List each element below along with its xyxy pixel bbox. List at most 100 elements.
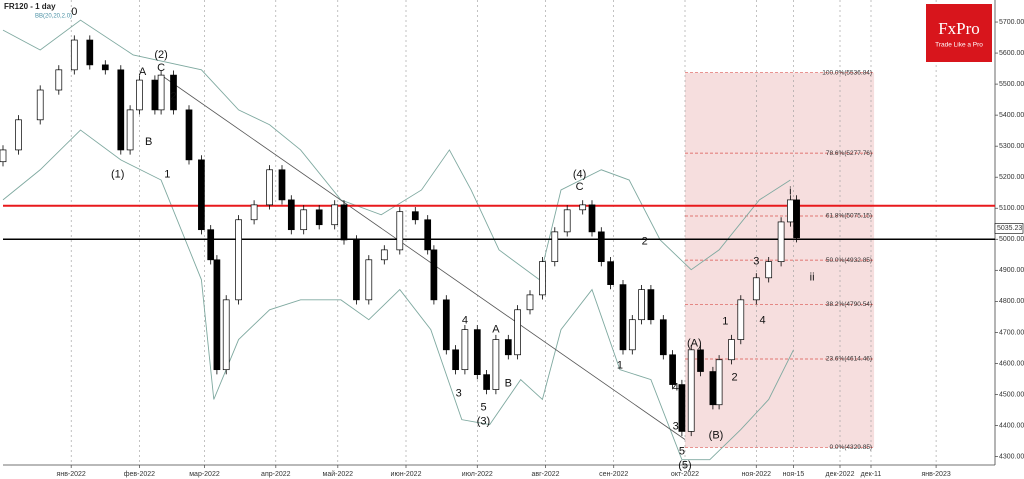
y-tick-label: 5200.00 <box>999 174 1024 181</box>
wave-label: (1) <box>111 169 124 181</box>
candle-body <box>715 359 723 406</box>
y-tick-label: 5100.00 <box>999 205 1024 212</box>
candle-body <box>588 204 596 233</box>
candle-body <box>101 64 109 71</box>
wave-label: i <box>789 186 791 198</box>
fib-label: 100.0%(5536.84) <box>822 69 872 76</box>
wave-label: 3 <box>456 387 462 399</box>
y-tick-label: 5500.00 <box>999 81 1024 88</box>
candle-body <box>340 204 348 241</box>
candle-body <box>483 374 490 390</box>
wave-label: A <box>139 66 147 78</box>
wave-label: (B) <box>709 429 724 441</box>
candle-body <box>430 249 438 301</box>
candle-body <box>452 349 459 371</box>
x-tick-label: дек-11 <box>861 471 882 478</box>
wave-label: B <box>145 136 152 148</box>
candle-body <box>539 261 546 296</box>
y-tick-label: 5400.00 <box>999 112 1024 119</box>
candle-body <box>411 211 419 221</box>
wave-label: (5) <box>678 459 691 471</box>
x-tick-label: мар-2022 <box>189 471 220 478</box>
candle-body <box>136 79 143 111</box>
candle-body <box>628 319 636 351</box>
candle-body <box>728 339 735 361</box>
candle-body <box>526 294 534 311</box>
fib-label: 61.8%(5075.15) <box>826 213 872 220</box>
wave-label: 2 <box>170 91 176 103</box>
candle-body <box>207 229 215 261</box>
candle-body <box>697 349 704 372</box>
wave-label: 4 <box>673 382 679 394</box>
wave-label: C <box>576 181 584 193</box>
candle-body <box>117 69 125 151</box>
candle-body <box>151 79 159 111</box>
candle-body <box>597 231 605 263</box>
fib-label: 38.2%(4790.54) <box>826 301 872 308</box>
wave-label: 0 <box>71 6 77 18</box>
candle-body <box>669 354 676 385</box>
candle-body <box>250 204 258 221</box>
y-tick-label: 5000.00 <box>999 236 1024 243</box>
wave-label: 4 <box>759 315 765 327</box>
candle-body <box>647 289 655 321</box>
candle-body <box>765 261 773 279</box>
wave-label: 5 <box>480 401 486 413</box>
y-tick-label: 4600.00 <box>999 360 1024 367</box>
wave-label: 2 <box>642 236 648 248</box>
candle-body <box>579 204 587 211</box>
x-tick-label: сен-2022 <box>599 471 628 478</box>
y-tick-label: 5300.00 <box>999 143 1024 150</box>
candle-body <box>70 39 78 71</box>
candle-body <box>504 339 512 356</box>
wave-label: 1 <box>617 360 623 372</box>
chart-title: FR120 - 1 day <box>4 2 56 11</box>
fib-label: 0.0%(4329.85) <box>829 444 872 451</box>
wave-label: (2) <box>154 49 167 61</box>
candle-body <box>563 209 571 233</box>
x-tick-label: окт-2022 <box>671 471 699 478</box>
candle-body <box>222 299 230 371</box>
candle-body <box>737 299 745 340</box>
candle-body <box>787 199 794 223</box>
candle-body <box>442 299 450 351</box>
candle-body <box>213 259 221 371</box>
logo-tagline: Trade Like a Pro <box>935 42 983 49</box>
price-label: 5035.23 <box>997 225 1022 232</box>
bollinger-band <box>2 129 794 461</box>
wave-label: ii <box>810 272 815 284</box>
candle-body <box>55 69 63 91</box>
y-tick-label: 4700.00 <box>999 329 1024 336</box>
wave-label: (3) <box>477 415 490 427</box>
candle-body <box>353 239 360 301</box>
wave-label: (A) <box>687 338 702 350</box>
y-tick-label: 4800.00 <box>999 298 1024 305</box>
wave-label: B <box>505 378 512 390</box>
bollinger-band <box>2 19 791 281</box>
candle-body <box>687 349 695 432</box>
candle-body <box>365 259 373 301</box>
y-tick-label: 5700.00 <box>999 19 1024 26</box>
indicator-label: BB(20,20,2.0) <box>35 14 72 20</box>
candle-body <box>424 219 432 251</box>
candle-body <box>638 289 645 321</box>
candle-body <box>678 384 686 432</box>
candle-body <box>752 277 760 301</box>
wave-label: C <box>157 62 165 74</box>
x-tick-label: ноя-15 <box>783 471 805 478</box>
candle-body <box>0 149 7 163</box>
candle-body <box>157 74 165 111</box>
candle-body <box>170 74 177 111</box>
candle-body <box>287 199 295 231</box>
wave-label: A <box>492 324 500 336</box>
wave-label: 3 <box>673 420 679 432</box>
candle-body <box>126 109 134 151</box>
y-tick-label: 4300.00 <box>999 453 1024 460</box>
x-tick-label: июн-2022 <box>391 471 422 478</box>
candle-body <box>793 199 800 239</box>
x-tick-label: ноя-2022 <box>742 471 772 478</box>
candle-body <box>551 231 559 263</box>
candle-body <box>777 221 785 263</box>
